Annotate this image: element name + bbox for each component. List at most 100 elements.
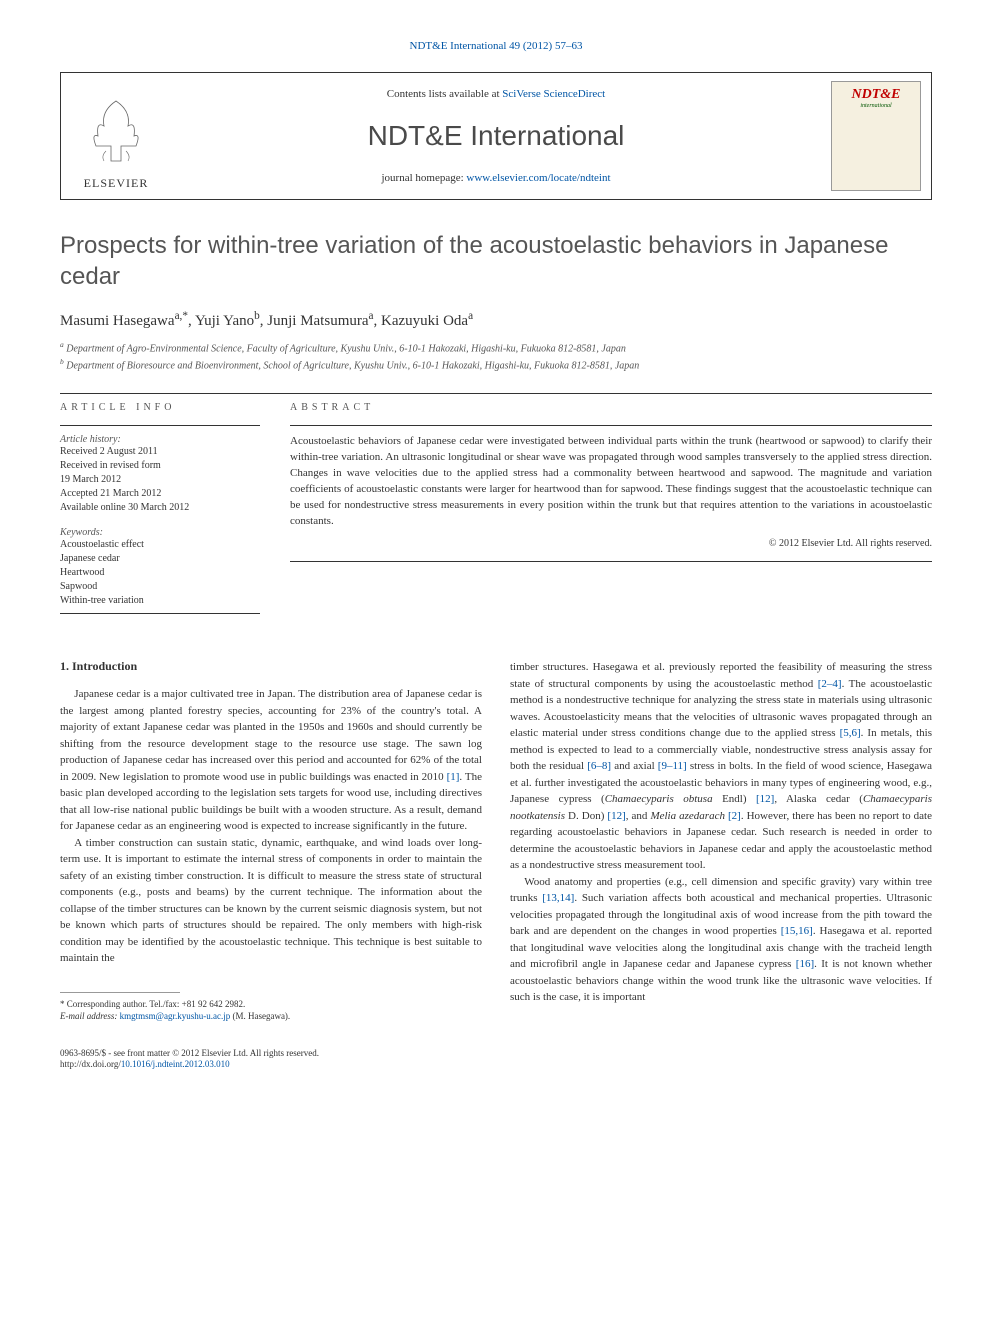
article-info-heading: ARTICLE INFO <box>60 402 260 413</box>
cover-title: NDT&E <box>852 87 901 103</box>
footnote-divider <box>60 992 180 993</box>
ref-link[interactable]: [9–11] <box>658 760 687 772</box>
keyword: Acoustoelastic effect <box>60 538 260 552</box>
abstract-heading: ABSTRACT <box>290 402 932 413</box>
ref-link[interactable]: [2–4] <box>818 678 842 690</box>
author: Masumi Hasegawaa,* <box>60 313 188 329</box>
history-item: 19 March 2012 <box>60 473 260 487</box>
publisher-name: ELSEVIER <box>69 176 163 191</box>
doi-prefix: http://dx.doi.org/ <box>60 1059 121 1069</box>
affiliation: b Department of Bioresource and Bioenvir… <box>60 357 932 373</box>
doi-link[interactable]: 10.1016/j.ndteint.2012.03.010 <box>121 1059 230 1069</box>
author-name: Junji Matsumura <box>267 313 368 329</box>
journal-cover-area: NDT&E international <box>821 73 931 199</box>
cover-subtitle: international <box>860 103 891 109</box>
species-name: Chamaecyparis obtusa <box>605 793 713 805</box>
author: Yuji Yanob <box>195 313 260 329</box>
author-name: Masumi Hasegawa <box>60 313 175 329</box>
keyword: Japanese cedar <box>60 552 260 566</box>
author: Kazuyuki Odaa <box>381 313 473 329</box>
abstract-text: Acoustoelastic behaviors of Japanese ced… <box>290 434 932 530</box>
aff-marker: a <box>60 340 64 349</box>
aff-text: Department of Agro-Environmental Science… <box>66 344 626 355</box>
aff-marker: b <box>254 310 260 322</box>
divider <box>60 613 260 614</box>
aff-marker: a <box>369 310 374 322</box>
journal-name: NDT&E International <box>181 120 811 152</box>
contents-prefix: Contents lists available at <box>387 88 502 100</box>
keyword: Within-tree variation <box>60 594 260 608</box>
ref-link[interactable]: [12] <box>756 793 774 805</box>
author: Junji Matsumuraa <box>267 313 373 329</box>
info-abstract-row: ARTICLE INFO Article history: Received 2… <box>60 402 932 629</box>
header-middle: Contents lists available at SciVerse Sci… <box>171 73 821 199</box>
history-item: Received 2 August 2011 <box>60 445 260 459</box>
author-name: Kazuyuki Oda <box>381 313 468 329</box>
email-label: E-mail address: <box>60 1011 120 1021</box>
email-link[interactable]: kmgtmsm@agr.kyushu-u.ac.jp <box>120 1011 231 1021</box>
divider <box>60 393 932 394</box>
body-left-col: 1. Introduction Japanese cedar is a majo… <box>60 659 482 1071</box>
section-heading-intro: 1. Introduction <box>60 659 482 674</box>
keywords-label: Keywords: <box>60 527 260 538</box>
journal-cover-thumbnail: NDT&E international <box>831 81 921 191</box>
text: Endl) <box>713 793 756 805</box>
contents-line: Contents lists available at SciVerse Sci… <box>181 88 811 100</box>
text: and axial <box>611 760 658 772</box>
divider <box>60 425 260 426</box>
aff-text: Department of Bioresource and Bioenviron… <box>66 360 639 371</box>
body-columns: 1. Introduction Japanese cedar is a majo… <box>60 659 932 1071</box>
ref-link[interactable]: [13,14] <box>542 892 574 904</box>
elsevier-tree-icon <box>76 91 156 171</box>
text: , and <box>626 810 651 822</box>
history-item: Accepted 21 March 2012 <box>60 487 260 501</box>
body-right-col: timber structures. Hasegawa et al. previ… <box>510 659 932 1071</box>
text: Japanese cedar is a major cultivated tre… <box>60 688 482 783</box>
history-label: Article history: <box>60 434 260 445</box>
doi-line: http://dx.doi.org/10.1016/j.ndteint.2012… <box>60 1059 482 1071</box>
abstract-col: ABSTRACT Acoustoelastic behaviors of Jap… <box>290 402 932 629</box>
ref-link[interactable]: [5,6] <box>840 727 861 739</box>
divider <box>290 561 932 562</box>
email-suffix: (M. Hasegawa). <box>230 1011 290 1021</box>
ref-link[interactable]: [2] <box>728 810 741 822</box>
keyword: Heartwood <box>60 566 260 580</box>
header-box: ELSEVIER Contents lists available at Sci… <box>60 72 932 200</box>
affiliations: a Department of Agro-Environmental Scien… <box>60 340 932 373</box>
ref-link[interactable]: [6–8] <box>587 760 611 772</box>
body-paragraph: A timber construction can sustain static… <box>60 835 482 967</box>
species-name: Melia azedarach <box>650 810 725 822</box>
homepage-prefix: journal homepage: <box>382 172 467 184</box>
homepage-line: journal homepage: www.elsevier.com/locat… <box>181 172 811 184</box>
divider <box>290 425 932 426</box>
keyword: Sapwood <box>60 580 260 594</box>
issn-line: 0963-8695/$ - see front matter © 2012 El… <box>60 1048 482 1060</box>
text: D. Don) <box>565 810 607 822</box>
publisher-logo-area: ELSEVIER <box>61 73 171 199</box>
authors-list: Masumi Hasegawaa,*, Yuji Yanob, Junji Ma… <box>60 310 932 330</box>
ref-link[interactable]: [1] <box>447 771 460 783</box>
body-paragraph: Wood anatomy and properties (e.g., cell … <box>510 874 932 1006</box>
journal-citation-link[interactable]: NDT&E International 49 (2012) 57–63 <box>410 40 583 52</box>
aff-marker: b <box>60 357 64 366</box>
homepage-link[interactable]: www.elsevier.com/locate/ndteint <box>466 172 610 184</box>
author-name: Yuji Yano <box>195 313 254 329</box>
article-title: Prospects for within-tree variation of t… <box>60 230 932 292</box>
article-info-col: ARTICLE INFO Article history: Received 2… <box>60 402 260 629</box>
bottom-info: 0963-8695/$ - see front matter © 2012 El… <box>60 1048 482 1071</box>
history-item: Available online 30 March 2012 <box>60 501 260 515</box>
history-item: Received in revised form <box>60 459 260 473</box>
corresponding-footnote: * Corresponding author. Tel./fax: +81 92… <box>60 998 482 1011</box>
ref-link[interactable]: [16] <box>796 958 814 970</box>
journal-citation-top: NDT&E International 49 (2012) 57–63 <box>60 40 932 52</box>
email-footnote: E-mail address: kmgtmsm@agr.kyushu-u.ac.… <box>60 1010 482 1023</box>
body-paragraph: timber structures. Hasegawa et al. previ… <box>510 659 932 874</box>
body-paragraph: Japanese cedar is a major cultivated tre… <box>60 686 482 835</box>
abstract-copyright: © 2012 Elsevier Ltd. All rights reserved… <box>290 538 932 549</box>
sciencedirect-link[interactable]: SciVerse ScienceDirect <box>502 88 605 100</box>
aff-marker: a <box>468 310 473 322</box>
ref-link[interactable]: [12] <box>607 810 625 822</box>
corresponding-marker[interactable]: * <box>182 310 188 322</box>
ref-link[interactable]: [15,16] <box>781 925 813 937</box>
affiliation: a Department of Agro-Environmental Scien… <box>60 340 932 356</box>
